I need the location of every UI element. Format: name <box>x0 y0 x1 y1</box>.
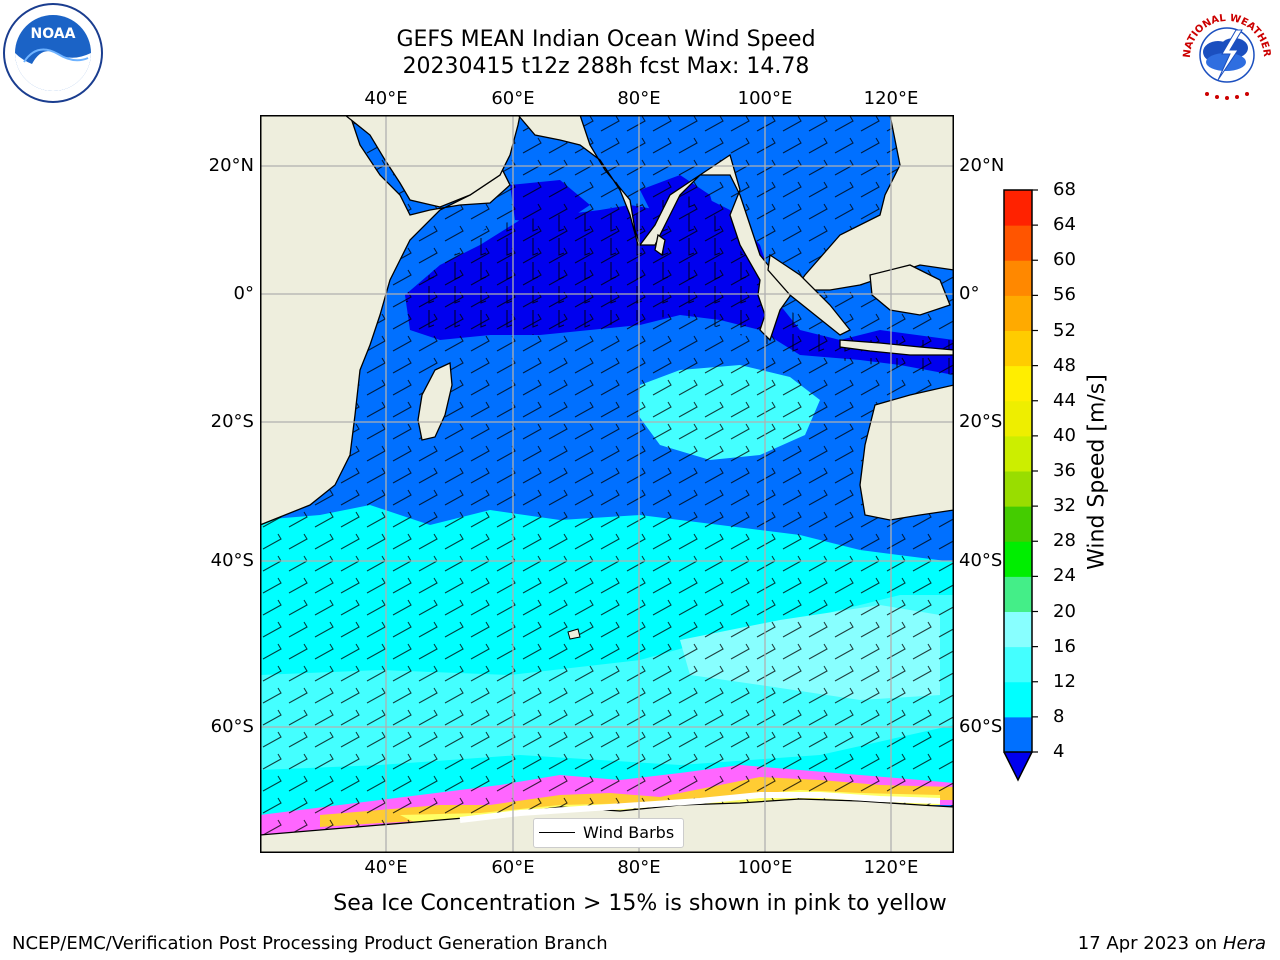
top-tick-label: 40°E <box>364 88 408 109</box>
colorbar-title: Wind Speed [m/s] <box>1084 374 1110 570</box>
borneo-landmass <box>869 264 951 316</box>
colorbar-swatch <box>1004 541 1032 577</box>
footer-date-text: 17 Apr 2023 on <box>1077 933 1223 954</box>
sea-ice-note: Sea Ice Concentration > 15% is shown in … <box>333 891 947 916</box>
bottom-tick-label: 100°E <box>737 857 793 878</box>
wind-speed-colorbar <box>1003 189 1038 782</box>
bottom-tick-label: 60°E <box>491 857 535 878</box>
bottom-tick-label: 40°E <box>364 857 408 878</box>
right-tick-label: 20°N <box>959 155 1005 176</box>
colorbar-swatch <box>1004 471 1032 507</box>
left-tick-label: 0° <box>233 283 254 304</box>
nws-logo-icon: NATIONAL WEATHER SERVICE <box>1176 2 1276 102</box>
colorbar-swatch <box>1004 506 1032 542</box>
right-tick-label: 60°S <box>959 716 1003 737</box>
left-tick-label: 40°S <box>210 550 254 571</box>
colorbar-tick-label: 32 <box>1053 495 1076 517</box>
colorbar-swatch <box>1004 330 1032 367</box>
colorbar-swatch <box>1004 260 1032 296</box>
colorbar-tick-label: 44 <box>1053 389 1076 411</box>
right-tick-label: 40°S <box>959 550 1003 571</box>
colorbar-tick-label: 64 <box>1053 214 1076 236</box>
colorbar-swatch <box>1004 646 1032 683</box>
map-gridlines <box>260 115 954 853</box>
colorbar-tick-label: 8 <box>1053 705 1065 727</box>
legend: Wind Barbs <box>533 818 684 848</box>
colorbar-tick-label: 4 <box>1053 741 1065 762</box>
colorbar-swatch <box>1004 190 1032 226</box>
colorbar-tick-label: 16 <box>1053 635 1076 657</box>
colorbar-tick-label: 12 <box>1053 670 1076 692</box>
noaa-logo-text: NOAA <box>31 26 76 42</box>
colorbar-swatch <box>1004 225 1032 261</box>
legend-label: Wind Barbs <box>583 823 675 842</box>
colorbar-tick-label: 20 <box>1053 600 1076 622</box>
top-tick-label: 120°E <box>863 88 919 109</box>
colorbar-swatch <box>1004 400 1032 437</box>
colorbar-swatch <box>1004 576 1032 612</box>
colorbar-swatch <box>1004 611 1032 648</box>
colorbar-tick-label: 40 <box>1053 424 1076 446</box>
chart-title-line1: GEFS MEAN Indian Ocean Wind Speed <box>396 27 816 52</box>
colorbar-tick-label: 36 <box>1053 460 1076 481</box>
wind-speed-map <box>260 115 954 853</box>
chart-title-line2: 20230415 t12z 288h fcst Max: 14.78 <box>402 54 810 79</box>
bottom-tick-label: 80°E <box>617 857 661 878</box>
top-tick-label: 80°E <box>617 88 661 109</box>
footer-date: 17 Apr 2023 on Hera <box>1078 933 1266 954</box>
legend-wind-barb-line <box>539 832 575 833</box>
colorbar-tick-label: 28 <box>1053 530 1076 552</box>
colorbar-tick-label: 52 <box>1053 319 1076 341</box>
colorbar-tick-label: 24 <box>1053 565 1076 587</box>
colorbar-tick-label: 48 <box>1053 354 1076 376</box>
australia-landmass <box>859 384 954 521</box>
colorbar-tick-label: 60 <box>1053 249 1076 271</box>
colorbar-tick-label: 56 <box>1053 284 1076 306</box>
madagascar-landmass <box>417 362 453 441</box>
sumatra-landmass <box>767 253 852 336</box>
left-tick-label: 20°N <box>208 155 254 176</box>
right-tick-label: 20°S <box>959 411 1003 432</box>
colorbar-extend-triangle <box>1004 752 1032 780</box>
left-tick-label: 60°S <box>210 716 254 737</box>
colorbar-swatch <box>1004 295 1032 331</box>
arabia-landmass <box>343 115 521 208</box>
colorbar-swatch <box>1004 716 1032 753</box>
left-tick-label: 20°S <box>210 411 254 432</box>
colorbar-tick-label: 68 <box>1053 179 1076 200</box>
bottom-tick-label: 120°E <box>863 857 919 878</box>
colorbar-swatch <box>1004 681 1032 718</box>
right-tick-label: 0° <box>959 283 980 304</box>
colorbar-swatch <box>1004 365 1032 402</box>
top-tick-label: 100°E <box>737 88 793 109</box>
footer-host: Hera <box>1222 933 1266 954</box>
colorbar-swatch <box>1004 435 1032 472</box>
noaa-logo-icon: NOAA <box>3 3 103 103</box>
footer-credit: NCEP/EMC/Verification Post Processing Pr… <box>12 933 608 954</box>
top-tick-label: 60°E <box>491 88 535 109</box>
